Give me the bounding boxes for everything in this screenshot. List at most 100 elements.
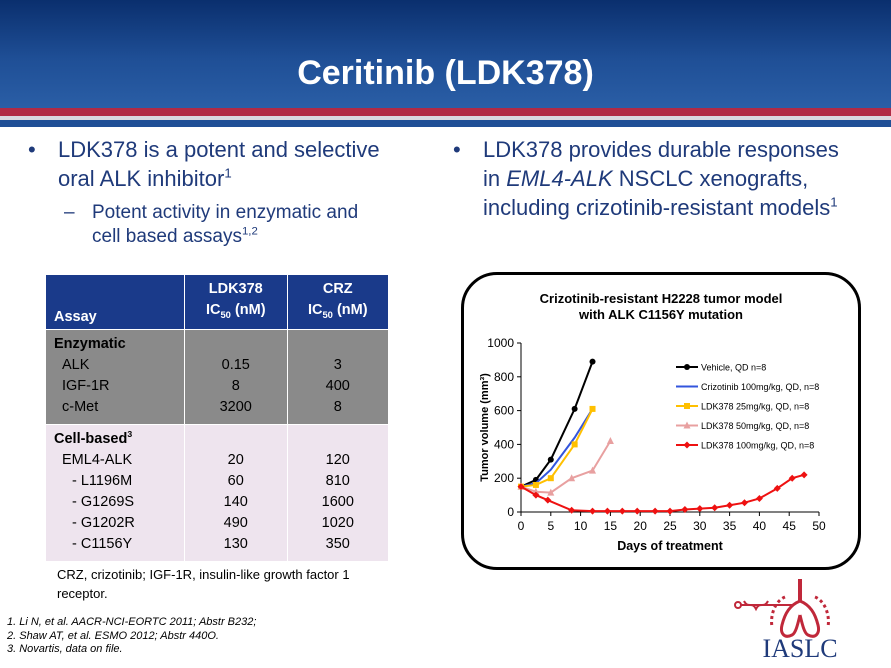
y-tick-label: 800 [494, 370, 514, 384]
references: 1. Li N, et al. AACR-NCI-EORTC 2011; Abs… [7, 616, 256, 657]
row-name: EML4-ALK [62, 452, 133, 468]
x-tick-label: 20 [634, 519, 648, 533]
x-tick-label: 5 [547, 519, 554, 533]
y-tick-label: 0 [507, 505, 514, 519]
data-point [788, 474, 796, 482]
legend-label: LDK378 100mg/kg, QD, n=8 [701, 441, 814, 451]
reference-3: 3. Novartis, data on file. [7, 643, 123, 655]
cell-value: 350 [325, 536, 350, 552]
x-tick-label: 15 [604, 519, 618, 533]
title-bar: Ceritinib (LDK378) [0, 0, 891, 108]
ic-sub: 50 [322, 308, 333, 320]
ic-label: IC [307, 302, 323, 319]
sub-dash: – [64, 202, 75, 223]
y-tick-label: 400 [494, 437, 514, 451]
data-point [568, 474, 576, 482]
cell-value: 130 [223, 536, 248, 552]
chart-title-line1: Crizotinib-resistant H2228 tumor model [540, 291, 783, 306]
data-point [726, 501, 734, 509]
x-axis-label: Days of treatment [617, 539, 723, 553]
ic-unit: (nM) [230, 302, 266, 319]
data-point [696, 505, 704, 513]
data-point [589, 507, 597, 515]
legend-label: Vehicle, QD n=8 [701, 363, 766, 373]
right-bullet-line2: in EML4-ALK NSCLC xenografts, [483, 164, 839, 193]
right-line2-italic: EML4-ALK [506, 166, 613, 191]
data-point [633, 507, 641, 515]
data-point [618, 507, 626, 515]
chart-title-line2: with ALK C1156Y mutation [578, 307, 743, 322]
row-name: IGF-1R [62, 378, 110, 394]
cell-based-label: Cell-based [54, 431, 128, 447]
bullet-dot: • [453, 137, 461, 162]
cell-value: 3200 [219, 399, 252, 415]
legend-marker [684, 403, 690, 409]
header-crz-name: CRZ [322, 281, 353, 298]
row-name: - C1156Y [72, 536, 133, 552]
cell-value: 60 [227, 473, 244, 489]
divider-stripe-gray [0, 116, 891, 120]
left-bullet-ref: 1 [224, 165, 232, 181]
data-point [517, 483, 525, 491]
left-bullet-line2-text: oral ALK inhibitor [58, 166, 225, 191]
x-tick-label: 50 [812, 519, 826, 533]
cell-names: Cell-based3 EML4-ALK - L1196M - G1269S -… [45, 424, 185, 562]
cell-ldk-stack: 20 60 140 490 130 [185, 450, 287, 555]
cell-value: 20 [227, 452, 244, 468]
cell-based-group: Cell-based3 EML4-ALK - L1196M - G1269S -… [45, 424, 390, 562]
logo-text: IASLC [762, 634, 837, 663]
data-point [800, 471, 808, 479]
ic50-table: Assay LDK378 IC50 (nM) CRZ IC50 (nM) Enz… [45, 274, 390, 562]
enzymatic-names-stack: Enzymatic ALK IGF-1R c-Met [54, 334, 184, 418]
left-bullet-line2: oral ALK inhibitor1 [58, 164, 380, 193]
right-line2-prefix: in [483, 166, 507, 191]
cell-value: 120 [325, 452, 350, 468]
divider-stripe-red [0, 108, 891, 116]
enzymatic-group: Enzymatic ALK IGF-1R c-Met 0.15 8 3200 3… [45, 329, 390, 425]
data-point [606, 437, 614, 445]
enzymatic-ldk-stack: 0.15 8 3200 [185, 355, 287, 418]
header-ldk378-name: LDK378 [208, 281, 263, 298]
row-name: - G1202R [72, 515, 135, 531]
y-tick-label: 1000 [487, 336, 514, 350]
right-line3-ref: 1 [830, 194, 838, 210]
left-sub-ref: 1,2 [241, 225, 258, 238]
legend-marker [683, 441, 691, 449]
cell-names-stack: Cell-based3 EML4-ALK - L1196M - G1269S -… [54, 429, 184, 555]
data-point [755, 494, 763, 502]
x-tick-label: 35 [723, 519, 737, 533]
header-crz-ic: IC50 (nM) [288, 300, 388, 325]
data-point [666, 507, 674, 515]
ic-sub: 50 [220, 308, 231, 320]
reference-2: 2. Shaw AT, et al. ESMO 2012; Abstr 440O… [7, 629, 219, 642]
data-point [571, 405, 578, 412]
cell-value: 3 [333, 357, 342, 373]
legend-label: LDK378 25mg/kg, QD, n=8 [701, 402, 809, 412]
data-point [571, 441, 578, 448]
series-line [520, 361, 594, 488]
series-line [520, 440, 612, 494]
y-tick-label: 600 [494, 404, 514, 418]
left-sub-line2-text: cell based assays [92, 226, 242, 247]
cell-value: 0.15 [221, 357, 250, 373]
data-point [544, 496, 552, 504]
data-point [603, 507, 611, 515]
series-line [520, 408, 594, 488]
cell-value: 1020 [321, 515, 354, 531]
enzymatic-names: Enzymatic ALK IGF-1R c-Met [45, 329, 185, 425]
cell-based-label-line: Cell-based3 [54, 429, 184, 450]
series-line [520, 473, 805, 513]
data-point [681, 505, 689, 513]
caduceus-icon [734, 600, 792, 612]
cell-value: 140 [223, 494, 248, 510]
cell-crz-values: 120 810 1600 1020 350 [286, 424, 390, 562]
data-point [547, 475, 554, 482]
cell-value: 490 [223, 515, 248, 531]
legend-label: LDK378 50mg/kg, QD, n=8 [701, 421, 809, 431]
left-sub-line2: cell based assays1,2 [92, 225, 358, 249]
data-point [532, 481, 539, 488]
data-point [651, 507, 659, 515]
slide-title: Ceritinib (LDK378) [297, 54, 594, 92]
right-bullet: • LDK378 provides durable responses in E… [453, 135, 839, 222]
left-subbullet: – Potent activity in enzymatic and cell … [64, 201, 358, 249]
